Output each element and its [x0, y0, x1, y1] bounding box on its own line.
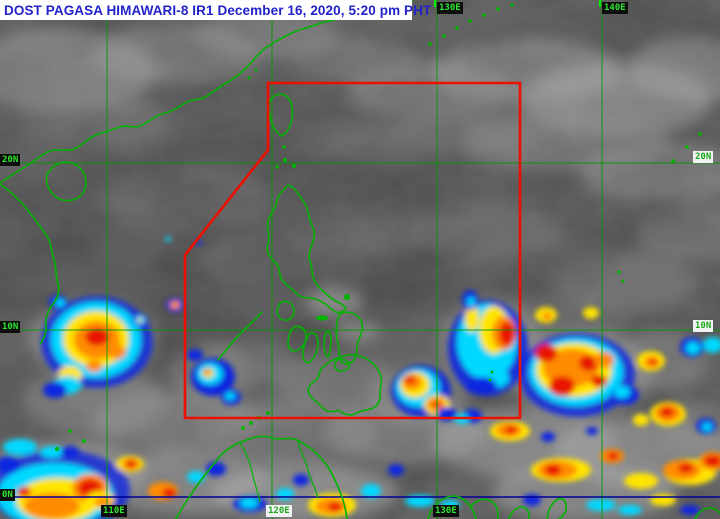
coast-cebu — [323, 331, 332, 358]
borneo-interior-2 — [297, 440, 319, 499]
coast-luzon — [266, 184, 347, 314]
grid-label-left-10n: 10N — [0, 321, 21, 333]
coast-borneo — [175, 435, 348, 519]
coast-halmahera — [546, 497, 567, 519]
borneo-interior-1 — [239, 442, 261, 503]
coast-sulawesi-2 — [469, 498, 499, 519]
coast-bohol — [333, 358, 350, 372]
grid-label-bottom-110e: 110E — [101, 505, 127, 517]
grid-label-bottom-130e: 130E — [433, 505, 459, 517]
island-dots — [55, 3, 702, 451]
coast-mindoro — [276, 300, 295, 321]
grid-label-top-140e: 140E — [602, 2, 628, 14]
grid-label-right-10n: 10N — [693, 320, 714, 332]
title-bar: DOST PAGASA HIMAWARI-8 IR1 December 16, … — [0, 0, 431, 20]
coast-vietnam — [0, 183, 60, 345]
grid-label-left-20n: 20N — [0, 154, 21, 166]
par-boundary — [183, 81, 522, 420]
coast-negros — [302, 332, 319, 364]
page-title: DOST PAGASA HIMAWARI-8 IR1 December 16, … — [4, 2, 432, 18]
coast-bottom-right — [694, 507, 720, 519]
grid-label-bottom-120e: 120E — [266, 505, 292, 517]
grid-ticks — [434, 0, 601, 7]
coast-hainan — [45, 161, 87, 202]
coast-palawan — [217, 311, 263, 361]
grid-label-top-130e: 130E — [437, 2, 463, 14]
grid-label-left-0n: 0N — [0, 489, 15, 501]
coast-panay — [287, 325, 307, 352]
coast-mindanao — [307, 354, 383, 416]
coast-sulawesi-3 — [508, 506, 530, 519]
grid-label-right-20n: 20N — [693, 151, 714, 163]
convection-layer — [0, 236, 720, 519]
